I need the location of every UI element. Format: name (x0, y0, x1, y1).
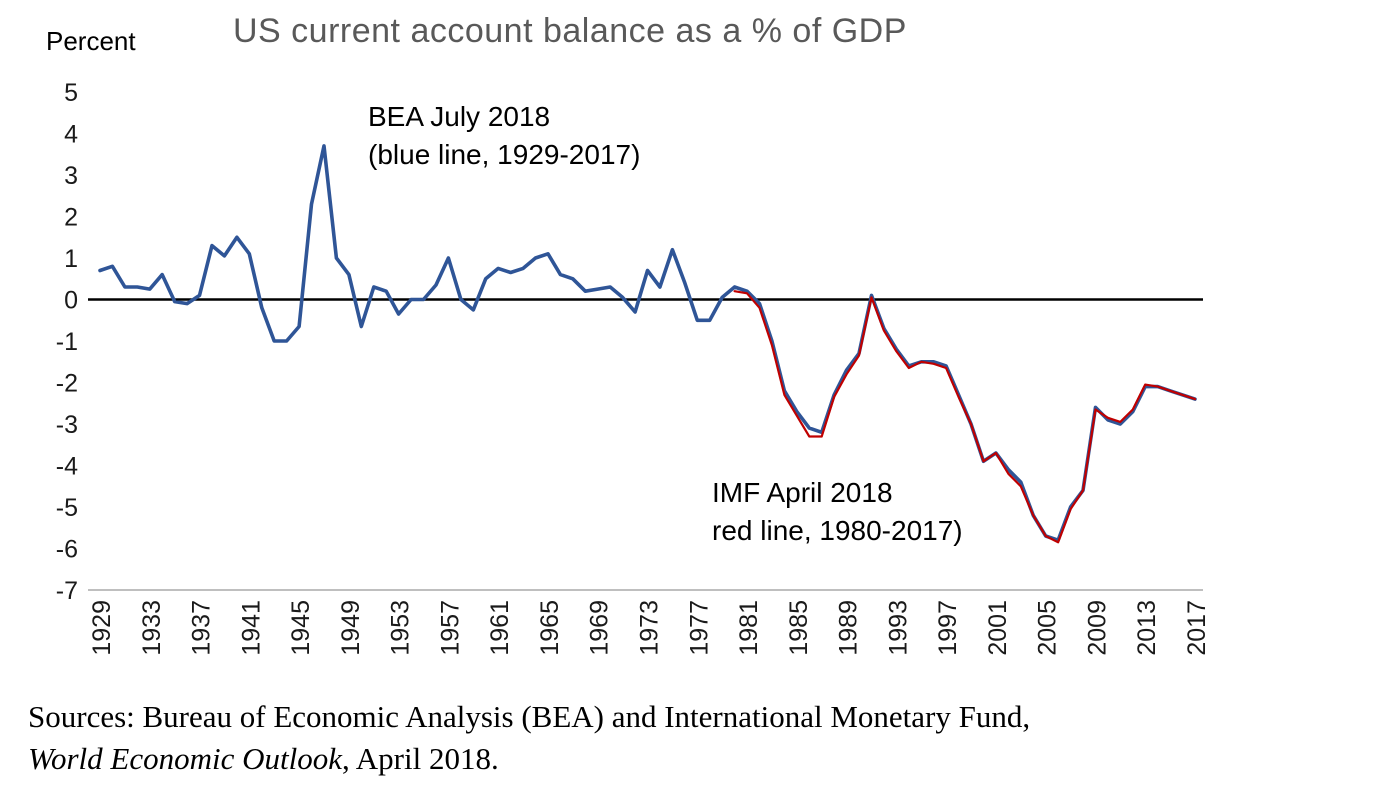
x-tick-label: 1941 (237, 600, 265, 656)
imf-annotation-line2: red line, 1980-2017) (712, 515, 963, 546)
x-tick-label: 2013 (1133, 600, 1161, 656)
y-tick-label: -4 (56, 453, 78, 481)
x-tick-label: 1949 (337, 600, 365, 656)
x-tick-label: 1933 (138, 600, 166, 656)
y-tick-label: 5 (64, 79, 78, 107)
y-axis-tick-labels: 5 4 3 2 1 0 -1 -2 -3 -4 -5 -6 -7 (56, 79, 78, 605)
source-line1: Sources: Bureau of Economic Analysis (BE… (28, 699, 1031, 734)
x-tick-label: 1969 (586, 600, 614, 656)
line-chart: 5 4 3 2 1 0 -1 -2 -3 -4 -5 -6 -7 1929 1933 1937 1941 194… (56, 79, 1211, 656)
source-line2-title: World Economic Outlook (28, 740, 342, 776)
imf-series-line (733, 290, 1197, 544)
x-tick-label: 1953 (387, 600, 415, 656)
source-note: Sources: Bureau of Economic Analysis (BE… (28, 696, 1358, 780)
x-tick-label: 1977 (685, 600, 713, 656)
x-tick-label: 1929 (88, 600, 116, 656)
x-tick-label: 1973 (636, 600, 664, 656)
x-tick-label: 1993 (884, 600, 912, 656)
y-tick-label: -6 (56, 536, 78, 564)
y-axis-title: Percent (46, 26, 136, 56)
y-tick-label: -2 (56, 370, 78, 398)
x-axis-tick-labels: 1929 1933 1937 1941 1945 1949 1953 1957 1961 1965… (88, 600, 1211, 656)
imf-annotation-line1: IMF April 2018 (712, 477, 893, 508)
x-tick-label: 1965 (536, 600, 564, 656)
chart-title: US current account balance as a % of GDP (233, 12, 907, 50)
y-tick-label: 3 (64, 162, 78, 190)
bea-series-line (98, 144, 1197, 543)
bea-annotation-line2: (blue line, 1929-2017) (368, 139, 640, 170)
x-tick-label: 1997 (934, 600, 962, 656)
x-tick-label: 1961 (486, 600, 514, 656)
x-tick-label: 1937 (188, 600, 216, 656)
x-tick-label: 1985 (785, 600, 813, 656)
x-tick-label: 2009 (1083, 600, 1111, 656)
bea-annotation-line1: BEA July 2018 (368, 101, 550, 132)
x-tick-label: 1981 (735, 600, 763, 656)
y-tick-label: 2 (64, 204, 78, 232)
x-tick-label: 1957 (436, 600, 464, 656)
y-tick-label: -7 (56, 577, 78, 605)
x-tick-label: 2017 (1183, 600, 1211, 656)
y-tick-label: -3 (56, 411, 78, 439)
y-tick-label: 0 (64, 287, 78, 315)
x-tick-label: 2005 (1034, 600, 1062, 656)
y-tick-label: -5 (56, 494, 78, 522)
x-tick-label: 1945 (287, 600, 315, 656)
y-tick-label: 1 (64, 245, 78, 273)
y-tick-label: 4 (64, 121, 78, 149)
source-line2-rest: , April 2018. (341, 740, 499, 776)
y-tick-label: -1 (56, 328, 78, 356)
x-tick-label: 1989 (835, 600, 863, 656)
x-tick-label: 2001 (984, 600, 1012, 656)
